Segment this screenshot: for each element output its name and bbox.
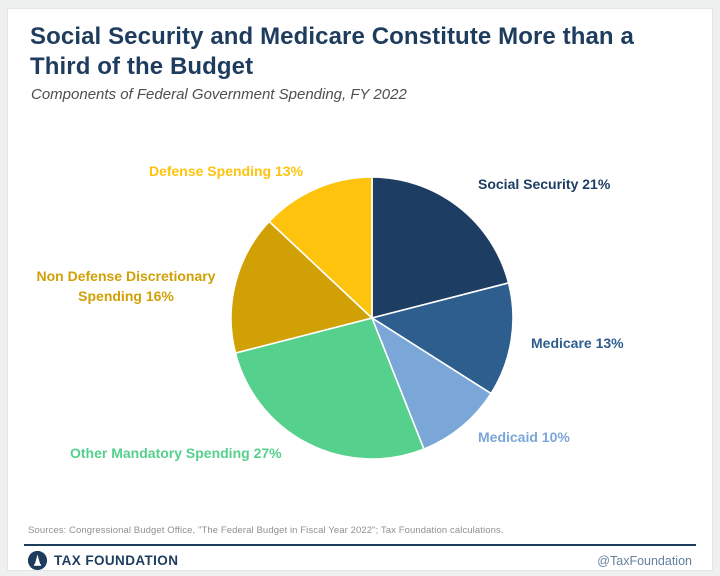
slice-label-defense-spending: Defense Spending 13%	[148, 163, 303, 179]
brand-name: TAX FOUNDATION	[54, 553, 179, 568]
footer-divider	[24, 544, 696, 546]
pie-slice-other-mandatory-spending	[234, 317, 425, 460]
slice-label-medicare: Medicare 13%	[531, 335, 624, 351]
tax-foundation-logo-icon	[28, 551, 47, 570]
pie-slice-non-defense-discretionary-spending	[230, 220, 374, 355]
pie-chart	[229, 175, 515, 461]
slice-label-non-defense-discretionary: Non Defense Discretionary Spending 16%	[36, 268, 216, 305]
pie-slice-defense-spending	[268, 176, 373, 320]
page-title: Social Security and Medicare Constitute …	[30, 23, 634, 81]
pie-slice-medicaid	[370, 316, 493, 451]
slice-label-medicaid: Medicaid 10%	[478, 429, 570, 445]
pie-slice-social-security	[371, 176, 510, 320]
pie-slice-medicare	[370, 281, 514, 395]
social-handle: @TaxFoundation	[597, 554, 692, 568]
slice-label-social-security: Social Security 21%	[478, 176, 611, 192]
slice-label-other-mandatory: Other Mandatory Spending 27%	[70, 445, 282, 461]
pie-svg	[230, 176, 514, 460]
sources-note: Sources: Congressional Budget Office, "T…	[28, 525, 504, 536]
page-subtitle: Components of Federal Government Spendin…	[31, 86, 407, 103]
footer-brand-row: TAX FOUNDATION @TaxFoundation	[28, 550, 692, 572]
